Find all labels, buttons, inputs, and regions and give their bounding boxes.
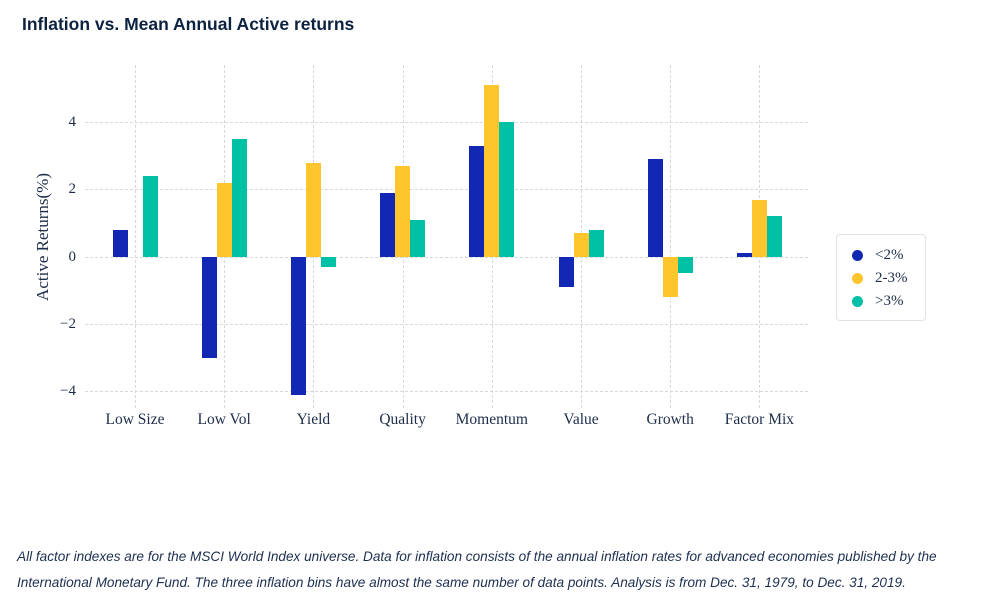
footnote-line-2: International Monetary Fund. The three i… xyxy=(17,575,906,590)
bar-low-vol xyxy=(201,256,217,358)
grid-line-h xyxy=(85,122,808,124)
footnote: All factor indexes are for the MSCI Worl… xyxy=(17,544,983,596)
x-tick-label: Low Size xyxy=(105,411,165,428)
chart-title: Inflation vs. Mean Annual Active returns xyxy=(22,14,355,34)
y-tick-label: −2 xyxy=(60,315,76,332)
legend-item: <2% xyxy=(837,244,925,267)
bar-factor-mix xyxy=(766,216,782,257)
bar-yield xyxy=(320,256,336,267)
x-tick-label: Quality xyxy=(379,411,426,428)
bar-factor-mix xyxy=(736,253,752,257)
grid-line-h xyxy=(85,323,808,325)
grid-line-h xyxy=(85,256,808,258)
y-axis-ticks: 4 2 0 −2 −4 xyxy=(0,65,76,408)
bar-momentum xyxy=(469,145,485,257)
footnote-line-1: All factor indexes are for the MSCI Worl… xyxy=(17,549,937,564)
bar-chart: Active Returns(%) 4 2 0 −2 −4 Low Size Low Vo… xyxy=(0,65,926,437)
x-axis-ticks: Low Size Low Vol Yield Quality Momentum Value… xyxy=(88,411,808,437)
grid-line-h xyxy=(85,391,808,393)
bar-momentum xyxy=(484,85,500,257)
bar-yield xyxy=(305,162,321,257)
legend-item: >3% xyxy=(837,290,925,313)
legend-dot-icon xyxy=(852,296,863,307)
legend-label: <2% xyxy=(875,247,904,263)
y-tick-label: 2 xyxy=(68,181,77,198)
y-tick-label: 4 xyxy=(68,114,77,131)
legend: <2% 2-3% >3% xyxy=(836,234,926,321)
x-tick-label: Yield xyxy=(296,411,331,428)
x-tick-label: Low Vol xyxy=(197,411,251,428)
bar-value xyxy=(573,233,589,257)
bar-quality xyxy=(410,219,426,257)
bar-quality xyxy=(395,165,411,257)
bar-growth xyxy=(647,159,663,257)
legend-dot-icon xyxy=(852,273,863,284)
bar-low-size xyxy=(112,229,128,257)
legend-item: 2-3% xyxy=(837,267,925,290)
grid-line-v xyxy=(670,65,672,408)
x-tick-label: Value xyxy=(563,411,599,428)
legend-dot-icon xyxy=(852,250,863,261)
x-tick-label: Factor Mix xyxy=(724,411,795,428)
grid-line-h xyxy=(85,189,808,191)
bar-yield xyxy=(290,256,306,395)
bar-value xyxy=(588,229,604,257)
bar-growth xyxy=(677,256,693,274)
bar-low-size xyxy=(142,175,158,257)
bar-growth xyxy=(662,256,678,298)
bar-low-vol xyxy=(216,182,232,257)
y-tick-label: 0 xyxy=(68,248,77,265)
x-tick-label: Growth xyxy=(646,411,694,428)
y-tick-label: −4 xyxy=(60,383,76,400)
legend-label: >3% xyxy=(875,293,904,309)
grid-line-v xyxy=(135,65,136,408)
bar-value xyxy=(558,256,574,287)
bar-momentum xyxy=(499,122,515,257)
bar-quality xyxy=(380,192,396,257)
bar-low-vol xyxy=(231,138,247,257)
bar-factor-mix xyxy=(751,199,767,257)
plot-area xyxy=(85,65,808,408)
legend-label: 2-3% xyxy=(875,270,908,286)
x-tick-label: Momentum xyxy=(455,411,528,428)
